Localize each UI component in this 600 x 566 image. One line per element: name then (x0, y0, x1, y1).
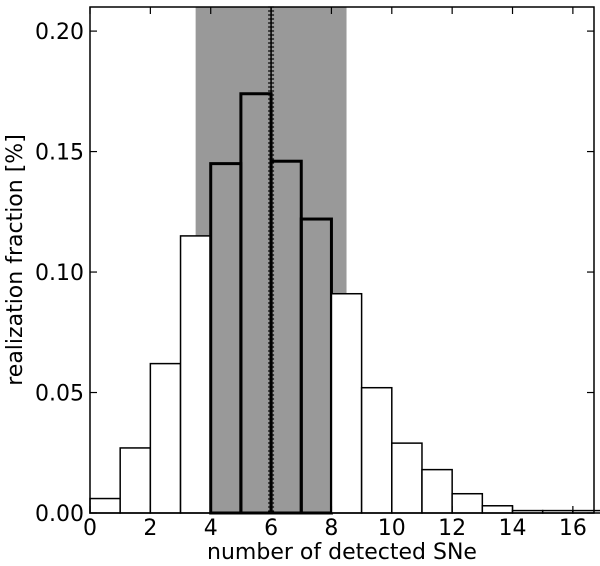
y-tick-label: 0.00 (35, 502, 84, 527)
histogram-bar-1 (119, 447, 152, 514)
histogram-bar-2 (149, 362, 182, 514)
histogram-bar-12 (451, 492, 484, 514)
x-tick-label: 8 (324, 516, 338, 541)
x-tick-label: 12 (438, 516, 466, 541)
histogram-bar-13 (481, 505, 514, 514)
x-tick-label: 14 (499, 516, 527, 541)
y-tick-label: 0.10 (35, 261, 84, 286)
histogram-bar-9 (360, 386, 393, 514)
x-tick-label: 2 (143, 516, 157, 541)
histogram-bar-11 (421, 468, 453, 514)
tick-labels-layer: 0 2 4 6 8 10 12 14 16 0.00 0.05 0.10 0.15 0.20 (35, 20, 587, 541)
x-axis-label: number of detected SNe (207, 540, 477, 565)
median-line-layer (268, 6, 275, 513)
ticks-layer (89, 7, 594, 514)
histogram-bar-3 (179, 235, 212, 514)
x-tick-label: 16 (559, 516, 587, 541)
y-tick-label: 0.15 (35, 141, 84, 166)
histogram-bar-10 (391, 442, 423, 514)
y-axis-label: realization fraction [%] (3, 134, 28, 386)
x-tick-label: 6 (264, 516, 278, 541)
y-tick-label: 0.05 (35, 382, 84, 407)
x-tick-label: 4 (204, 516, 218, 541)
histogram-bar-8 (330, 292, 363, 514)
x-tick-label: 0 (83, 516, 97, 541)
y-tick-label: 0.20 (35, 20, 84, 45)
x-tick-label: 10 (378, 516, 406, 541)
histogram-bar-0 (89, 497, 121, 514)
plot-frame (89, 6, 595, 514)
